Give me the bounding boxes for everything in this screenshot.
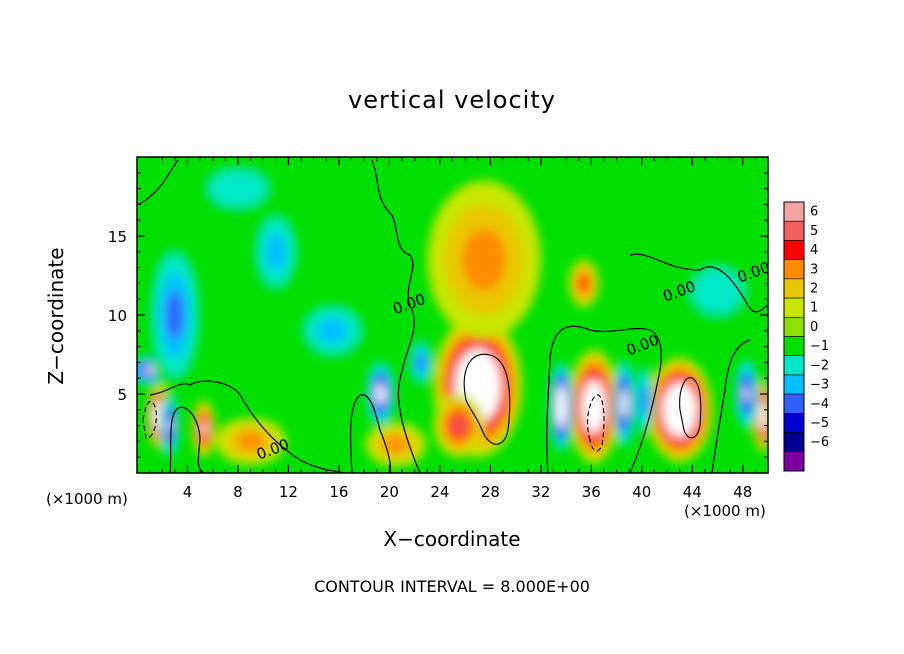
x-tick-label: 4 (183, 483, 193, 501)
downdraft-cell (365, 359, 396, 429)
downdraft-cell (147, 236, 203, 394)
x-tick-label: 28 (481, 483, 500, 501)
colorbar-label: −3 (810, 378, 829, 393)
x-tick-label: 48 (733, 483, 752, 501)
negative-contour-line (142, 400, 157, 439)
colorbar-swatch (783, 393, 805, 414)
colorbar-label: 6 (810, 205, 818, 220)
zero-contour-line (137, 159, 179, 206)
colorbar-swatch (783, 413, 805, 433)
colorbar-label: 1 (810, 301, 818, 316)
colorbar-frame (783, 201, 805, 472)
downdraft-cell (612, 356, 636, 451)
colorbar: 6 5 4 3 2 1 0 −1 −2 −3 −4 −5 −6 (783, 201, 829, 472)
colorbar-swatch (783, 336, 805, 357)
colorbar-label: 5 (810, 224, 818, 239)
colorbar-swatch (783, 316, 805, 337)
zero-contour-line (629, 253, 768, 313)
colorbar-swatch (783, 278, 805, 299)
colorbar-swatch (783, 201, 805, 222)
updraft-cell (215, 417, 286, 466)
updraft-cell (365, 422, 426, 467)
colorbar-label: −1 (810, 339, 829, 354)
downdraft-cell (159, 390, 180, 461)
x-unit-label-left: (×1000 m) (46, 490, 128, 508)
updraft-cell (433, 394, 485, 458)
zero-contour-line (349, 394, 392, 473)
colorbar-swatch (783, 374, 805, 395)
colorbar-swatch (783, 297, 805, 318)
colorbar-label: 2 (810, 281, 818, 296)
zero-contour-line (546, 325, 662, 473)
chart-title: vertical velocity (348, 86, 556, 114)
colorbar-swatch (783, 432, 805, 453)
x-axis-label: X−coordinate (383, 527, 521, 551)
x-tick-label: 16 (329, 483, 348, 501)
downdraft-cell (294, 299, 371, 363)
x-tick-label: 36 (582, 483, 601, 501)
x-tick-label: 8 (233, 483, 243, 501)
updraft-cell (192, 400, 216, 458)
colorbar-swatch (783, 220, 805, 241)
downdraft-cell (250, 204, 302, 300)
colorbar-label: −2 (810, 358, 829, 373)
x-tick-label: 24 (430, 483, 449, 501)
contour-interval-note: CONTOUR INTERVAL = 8.000E+00 (314, 577, 590, 596)
colorbar-swatch (783, 259, 805, 280)
x-unit-label-right: (×1000 m) (684, 502, 766, 520)
colorbar-label: −6 (810, 435, 829, 450)
colorbar-label: −4 (810, 397, 829, 412)
y-tick-label: 10 (108, 307, 127, 325)
downdraft-cell (187, 157, 289, 221)
zero-contour-line (149, 380, 346, 473)
y-tick-label: 5 (117, 386, 127, 404)
positive-contour-line (679, 377, 702, 439)
colorbar-swatch (783, 240, 805, 260)
updraft-cell (568, 259, 599, 308)
zero-contour-line (371, 159, 421, 473)
downdraft-cell (408, 337, 434, 388)
x-tick-label: 12 (279, 483, 298, 501)
zero-contour-line (711, 339, 751, 473)
x-tick-label: 40 (632, 483, 651, 501)
colorbar-label: 0 (810, 320, 818, 335)
colorbar-label: 3 (810, 262, 818, 277)
colorbar-swatch (783, 355, 805, 376)
colorbar-label: 4 (810, 243, 818, 258)
negative-contour-line (587, 394, 605, 452)
zero-contour-line (169, 406, 206, 473)
colorbar-label: −5 (810, 416, 829, 431)
y-tick-label: 15 (108, 228, 127, 246)
downdraft-cell (733, 356, 760, 432)
x-tick-label: 44 (683, 483, 702, 501)
x-tick-label: 20 (380, 483, 399, 501)
downdraft-cell (634, 360, 655, 440)
updraft-cell (427, 180, 541, 339)
updraft-cell (568, 349, 620, 464)
colorbar-swatch (783, 451, 805, 472)
downdraft-cell (548, 359, 574, 455)
x-tick-label: 32 (531, 483, 550, 501)
downdraft-cell (673, 251, 762, 331)
positive-contour-line (463, 353, 511, 445)
